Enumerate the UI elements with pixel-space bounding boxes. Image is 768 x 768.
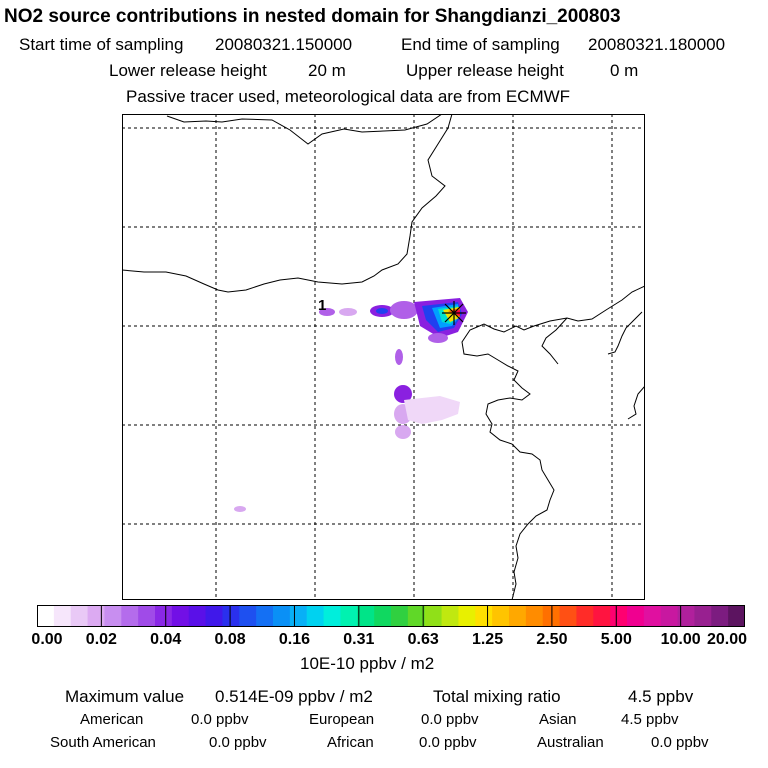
group-name-european: European <box>309 711 375 728</box>
colorbar-swatch <box>171 605 190 627</box>
group-name-australian: Australian <box>537 734 604 751</box>
lower-height-label: Lower release height <box>109 61 267 80</box>
colorbar-swatch <box>188 605 207 627</box>
group-name-south-american: South American <box>50 734 156 751</box>
colorbar-swatch <box>357 605 375 627</box>
colorbar-swatch <box>593 605 611 627</box>
end-time-value: 20080321.180000 <box>588 35 726 54</box>
group-value-african: 0.0 ppbv <box>419 734 477 751</box>
colorbar-swatch <box>559 605 578 627</box>
colorbar-swatch <box>391 605 409 627</box>
map-panel: 1 <box>122 114 645 600</box>
map-frame <box>122 114 645 600</box>
asterisk-star-icon <box>442 301 466 325</box>
colorbar-swatch <box>155 605 173 627</box>
total-mixing-label: Total mixing ratio <box>433 687 561 706</box>
colorbar-swatch <box>374 605 392 627</box>
tracer-note: Passive tracer used, meteorological data… <box>126 87 571 106</box>
colorbar-swatch <box>424 605 443 627</box>
colorbar-tick-label: 0.02 <box>85 631 117 648</box>
colorbar-swatch <box>70 605 89 627</box>
colorbar-swatch <box>121 605 139 627</box>
colorbar-swatch <box>509 605 527 627</box>
start-time-label: Start time of sampling <box>19 35 184 54</box>
colorbar-swatch <box>289 605 308 627</box>
group-value-american: 0.0 ppbv <box>191 711 249 728</box>
colorbar-tick-label: 0.16 <box>278 631 311 648</box>
group-name-asian: Asian <box>539 711 577 728</box>
total-mixing-value: 4.5 ppbv <box>628 687 694 706</box>
colorbar-swatch <box>138 605 156 627</box>
colorbar-swatch <box>53 605 72 627</box>
colorbar-swatch <box>239 605 257 627</box>
start-time-value: 20080321.150000 <box>215 35 353 54</box>
max-value: 0.514E-09 ppbv / m2 <box>215 687 373 706</box>
colorbar-swatch <box>694 605 712 627</box>
colorbar-tick-label: 0.04 <box>150 631 182 648</box>
colorbar-swatch <box>407 605 426 627</box>
end-time-label: End time of sampling <box>401 35 560 54</box>
colorbar-swatch <box>205 605 224 627</box>
colorbar-swatch <box>37 605 55 627</box>
colorbar-tick-label: 1.25 <box>471 631 504 648</box>
colorbar-frame <box>37 605 745 627</box>
colorbar-tick-label: 0.63 <box>407 631 439 648</box>
colorbar-swatch <box>87 605 106 627</box>
colorbar-swatch <box>306 605 325 627</box>
colorbar-tick-label: 20.00 <box>706 631 748 648</box>
colorbar-swatch <box>643 605 662 627</box>
colorbar-swatch <box>323 605 342 627</box>
colorbar-units: 10E-10 ppbv / m2 <box>300 654 435 673</box>
group-name-american: American <box>80 711 144 728</box>
colorbar-swatch <box>576 605 594 627</box>
colorbar-tick-label: 2.50 <box>536 631 568 648</box>
colorbar-swatch <box>492 605 510 627</box>
colorbar-swatch <box>340 605 358 627</box>
colorbar-swatch <box>660 605 679 627</box>
upper-height-label: Upper release height <box>406 61 564 80</box>
colorbar-swatch <box>677 605 696 627</box>
group-name-african: African <box>327 734 374 751</box>
colorbar-swatch <box>627 605 645 627</box>
colorbar-tick-label: 0.00 <box>31 631 63 648</box>
colorbar-swatch <box>711 605 729 627</box>
colorbar-swatch <box>441 605 460 627</box>
group-value-european: 0.0 ppbv <box>421 711 479 728</box>
max-value-label: Maximum value <box>65 687 185 706</box>
colorbar-swatch <box>273 605 291 627</box>
colorbar-swatch <box>256 605 274 627</box>
colorbar-swatch <box>525 605 544 627</box>
colorbar-swatch <box>222 605 240 627</box>
lower-height-value: 20 m <box>308 61 346 80</box>
colorbar-swatch <box>458 605 476 627</box>
page-title: NO2 source contributions in nested domai… <box>4 6 621 27</box>
group-value-australian: 0.0 ppbv <box>651 734 709 751</box>
colorbar-swatch <box>104 605 122 627</box>
colorbar-tick-label: 0.08 <box>214 631 246 648</box>
colorbar-tick-label: 5.00 <box>600 631 632 648</box>
colorbar-swatch <box>475 605 493 627</box>
group-value-asian: 4.5 ppbv <box>621 711 679 728</box>
colorbar-tick-label: 10.00 <box>660 631 701 648</box>
release-site-label: 1 <box>318 297 326 314</box>
colorbar-swatch <box>610 605 628 627</box>
colorbar-swatch <box>728 605 745 627</box>
group-value-south-american: 0.0 ppbv <box>209 734 267 751</box>
colorbar <box>37 605 745 627</box>
coastlines-borders <box>122 114 645 600</box>
upper-height-value: 0 m <box>610 61 639 80</box>
colorbar-tick-label: 0.31 <box>343 631 375 648</box>
